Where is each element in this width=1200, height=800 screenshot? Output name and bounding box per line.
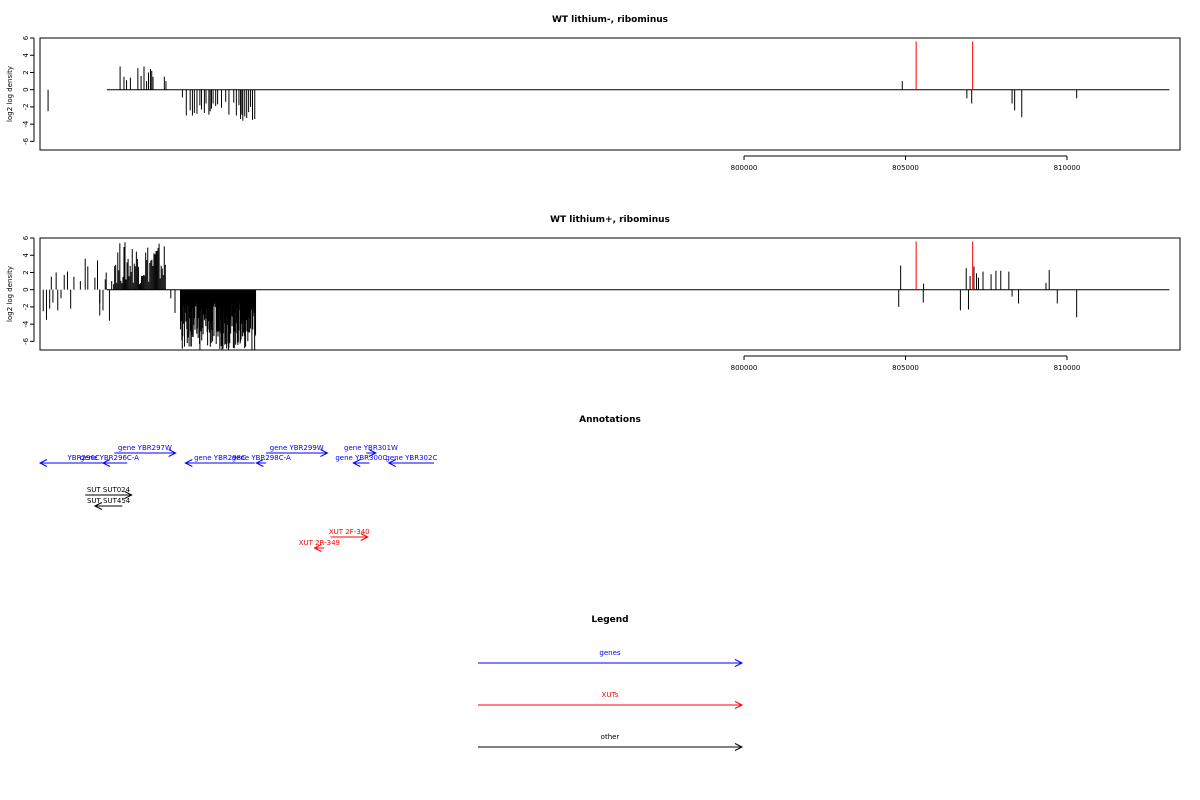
annotation-genes: gene YBR296C-A	[80, 454, 139, 467]
legend-item-other: other	[478, 733, 744, 751]
annotation-xuts: XUT 2R-349	[299, 539, 340, 552]
y-tick-label: 2	[22, 270, 30, 274]
arrow-head	[368, 449, 377, 457]
arrow-head	[387, 459, 397, 467]
coverage-panel-1: WT lithium-, ribominus -6 -4 -2 0 2 4 6 log2 log…	[6, 15, 1181, 172]
y-tick-label: -4	[22, 320, 30, 328]
plot-frame	[39, 37, 1181, 151]
arrow-head	[124, 491, 133, 499]
annotation-genes: gene YBR301W	[344, 444, 398, 457]
x-tick-label: 810000	[1054, 164, 1081, 172]
annotation-label: gene YBR299W	[270, 444, 324, 452]
arrow-head	[101, 459, 111, 467]
x-tick-label: 805000	[892, 364, 919, 372]
legend-item-xuts: XUTs	[478, 691, 744, 709]
y-tick-label: -6	[22, 137, 30, 145]
coverage-panel-2: WT lithium+, ribominus -6 -4 -2 0 2 4 6 log2 log…	[6, 215, 1181, 372]
y-axis-label: log2 log density	[6, 266, 14, 322]
arrow-head	[168, 449, 177, 457]
legend-panel: Legend genes XUTs other	[478, 615, 744, 751]
annotation-label: gene YBR302C	[385, 454, 437, 462]
legend-item-genes: genes	[478, 649, 744, 667]
arrow-head	[38, 459, 48, 467]
annotation-label: gene YBR300C	[335, 454, 387, 462]
annotation-other: SUT SUT024	[85, 486, 133, 499]
y-tick-label: 4	[22, 252, 30, 257]
y-tick-label: -2	[22, 103, 30, 110]
y-axis-label: log2 log density	[6, 66, 14, 122]
y-tick-label: 6	[22, 35, 30, 40]
annotation-genes: gene YBR299W	[266, 444, 329, 457]
annotation-label: SUT SUT024	[87, 486, 131, 494]
y-tick-label: 0	[22, 287, 30, 291]
x-tick-label: 805000	[892, 164, 919, 172]
arrow-head	[320, 449, 329, 457]
y-tick-label: 2	[22, 70, 30, 74]
legend-label: XUTs	[602, 691, 619, 699]
arrow-head	[734, 701, 744, 709]
annotation-genes: gene YBR302C	[385, 454, 437, 467]
annotation-genes: gene YBR297W	[114, 444, 177, 457]
panel-title: WT lithium+, ribominus	[550, 215, 670, 225]
legend-label: genes	[599, 649, 620, 657]
annotation-label: gene YBR297W	[118, 444, 172, 452]
y-tick-label: 4	[22, 52, 30, 57]
arrow-head	[734, 743, 744, 751]
annotation-label: XUT 2F-340	[329, 528, 370, 536]
legend-title: Legend	[591, 615, 628, 625]
arrow-head	[93, 502, 103, 510]
arrow-head	[734, 659, 744, 667]
annotation-label: SUT SUT454	[87, 497, 131, 505]
arrow-head	[352, 459, 361, 467]
annotation-label: gene YBR298C	[194, 454, 246, 462]
x-tick-label: 800000	[731, 364, 758, 372]
panel-title: WT lithium-, ribominus	[552, 15, 668, 25]
y-tick-label: 0	[22, 87, 30, 91]
arrow-head	[313, 544, 322, 552]
annotation-label: YBR296C	[66, 454, 99, 462]
arrow-head	[184, 459, 193, 467]
annotation-genes: gene YBR298C-A	[232, 454, 291, 467]
arrow-head	[360, 533, 369, 541]
annotations-title: Annotations	[579, 415, 641, 425]
plot-frame	[39, 237, 1181, 351]
annotation-genes: gene YBR300C	[335, 454, 387, 467]
y-tick-label: 6	[22, 235, 30, 240]
annotation-other: SUT SUT454	[87, 497, 131, 510]
y-tick-label: -4	[22, 120, 30, 128]
annotation-xuts: XUT 2F-340	[329, 528, 370, 541]
arrow-head	[255, 459, 264, 467]
annotation-label: gene YBR296C-A	[80, 454, 139, 462]
y-tick-label: -2	[22, 303, 30, 310]
annotation-genes: gene YBR298C	[184, 454, 255, 467]
annotation-label: XUT 2R-349	[299, 539, 340, 547]
x-tick-label: 800000	[731, 164, 758, 172]
x-tick-label: 810000	[1054, 364, 1081, 372]
annotation-label: gene YBR298C-A	[232, 454, 291, 462]
legend-label: other	[601, 733, 620, 741]
y-tick-label: -6	[22, 337, 30, 345]
annotation-label: gene YBR301W	[344, 444, 398, 452]
